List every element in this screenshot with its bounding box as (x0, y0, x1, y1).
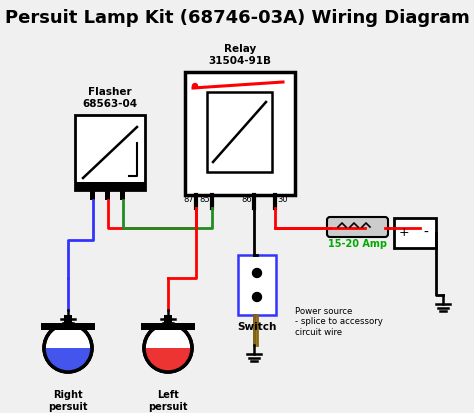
Text: Flasher
68563-04: Flasher 68563-04 (82, 87, 137, 109)
Circle shape (144, 324, 192, 372)
Bar (394, 218, 436, 248)
Bar (141, 323, 195, 330)
Text: 30: 30 (277, 195, 288, 204)
Text: Right
persuit
lamp: Right persuit lamp (48, 390, 88, 413)
Bar (106, 188, 110, 200)
Text: 86: 86 (241, 195, 252, 204)
FancyBboxPatch shape (327, 217, 388, 237)
Text: -: - (424, 226, 428, 240)
Circle shape (253, 292, 262, 301)
Bar (207, 92, 272, 172)
Bar (75, 182, 145, 190)
Wedge shape (44, 348, 92, 372)
Bar (41, 323, 95, 330)
Text: Switch: Switch (237, 322, 277, 332)
Text: +: + (399, 226, 410, 240)
Circle shape (44, 324, 92, 372)
Text: 87: 87 (183, 195, 194, 204)
Circle shape (192, 83, 198, 88)
Bar (91, 188, 95, 200)
Text: Left
persuit
lamp: Left persuit lamp (148, 390, 188, 413)
Bar (64, 315, 72, 323)
Text: Relay
31504-91B: Relay 31504-91B (209, 44, 272, 66)
Bar (120, 188, 126, 200)
Text: Persuit Lamp Kit (68746-03A) Wiring Diagram: Persuit Lamp Kit (68746-03A) Wiring Diag… (5, 9, 469, 27)
Bar (238, 255, 276, 315)
Bar (75, 115, 145, 190)
Text: 15-20 Amp: 15-20 Amp (328, 239, 387, 249)
Text: 85: 85 (200, 195, 210, 204)
Text: Power source
- splice to accessory
circuit wire: Power source - splice to accessory circu… (295, 307, 383, 337)
Bar (185, 72, 295, 195)
Bar (164, 315, 172, 323)
Circle shape (253, 268, 262, 278)
Wedge shape (144, 348, 192, 372)
